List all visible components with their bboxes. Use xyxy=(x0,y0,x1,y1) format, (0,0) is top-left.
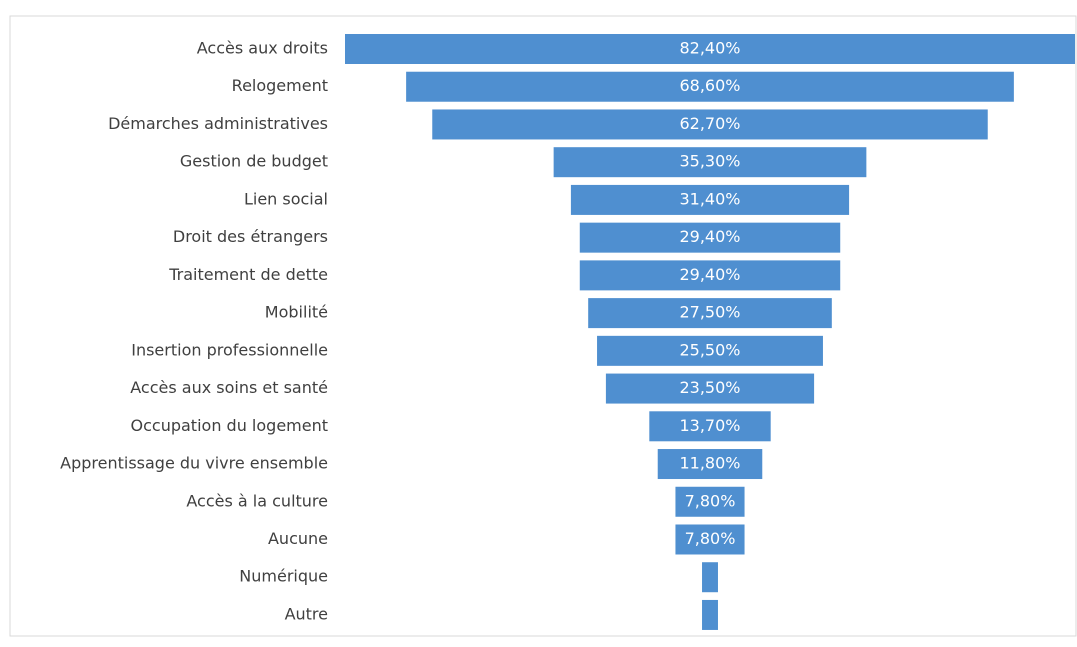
bar xyxy=(649,411,771,442)
value-label: 7,80% xyxy=(685,529,736,548)
value-label: 62,70% xyxy=(679,114,740,133)
category-label: Apprentissage du vivre ensemble xyxy=(60,454,328,473)
category-label: Accès à la culture xyxy=(186,491,328,510)
bar xyxy=(588,298,832,329)
category-label: Aucune xyxy=(268,529,328,548)
value-label: 29,40% xyxy=(679,227,740,246)
category-label: Accès aux droits xyxy=(197,39,328,58)
category-label: Insertion professionnelle xyxy=(131,340,328,359)
bar xyxy=(345,34,1075,64)
plot-frame xyxy=(9,15,1077,637)
value-label: 82,40% xyxy=(679,39,740,58)
category-label: Numérique xyxy=(239,567,328,586)
bar xyxy=(597,335,823,366)
bar xyxy=(702,599,718,630)
category-label: Démarches administratives xyxy=(108,114,328,133)
value-label: 35,30% xyxy=(679,152,740,171)
bar xyxy=(579,260,841,291)
bar xyxy=(406,71,1014,102)
category-label: Droit des étrangers xyxy=(173,227,328,246)
bar xyxy=(605,373,815,404)
bar xyxy=(675,524,745,555)
value-label: 23,50% xyxy=(679,378,740,397)
category-label: Autre xyxy=(285,604,328,623)
value-label: 7,80% xyxy=(685,491,736,510)
bar xyxy=(657,449,763,480)
value-label: 68,60% xyxy=(679,76,740,95)
value-label: 11,80% xyxy=(679,454,740,473)
bar xyxy=(579,222,841,253)
category-label: Accès aux soins et santé xyxy=(130,378,328,397)
category-label: Mobilité xyxy=(265,303,328,322)
value-label: 27,50% xyxy=(679,303,740,322)
category-label: Lien social xyxy=(244,189,328,208)
bar xyxy=(553,147,867,178)
bar xyxy=(432,109,988,140)
bar xyxy=(702,562,718,593)
bar xyxy=(675,486,745,517)
value-label: 29,40% xyxy=(679,265,740,284)
category-label: Occupation du logement xyxy=(131,416,328,435)
value-label: 13,70% xyxy=(679,416,740,435)
category-label: Gestion de budget xyxy=(180,152,328,171)
value-label: 31,40% xyxy=(679,189,740,208)
category-label: Traitement de dette xyxy=(168,265,328,284)
value-label: 25,50% xyxy=(679,340,740,359)
category-label: Relogement xyxy=(232,76,328,95)
bar xyxy=(570,184,850,215)
